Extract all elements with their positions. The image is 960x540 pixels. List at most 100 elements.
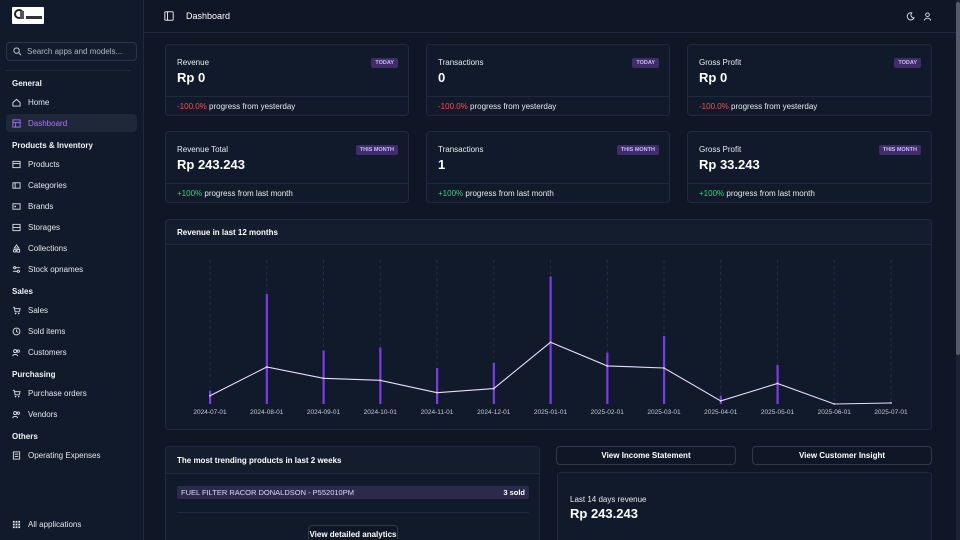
- sidebar-item-label: Brands: [28, 201, 54, 211]
- x-tick-label: 2025-04-01: [704, 409, 738, 416]
- users-icon: [12, 410, 20, 418]
- last14-value: Rp 243.243: [570, 506, 638, 521]
- card-divider: [166, 96, 408, 97]
- line-point: [379, 379, 382, 382]
- sidebar-item-label: All applications: [28, 519, 82, 529]
- history-icon: [12, 327, 21, 335]
- sidebar-item-categories[interactable]: Categories: [6, 176, 137, 194]
- page-scrollbar[interactable]: [956, 0, 960, 540]
- view-detailed-analytics-button[interactable]: View detailed analytics: [308, 525, 398, 540]
- group-products-inventory: Products & Inventory: [12, 141, 93, 150]
- page-title: Dashboard: [186, 11, 231, 21]
- card-divider: [688, 96, 931, 97]
- group-purchasing: Purchasing: [12, 370, 56, 379]
- change-suffix: progress from yesterday: [728, 102, 818, 111]
- line-point: [322, 377, 325, 380]
- top-bar: Dashboard: [144, 0, 956, 33]
- x-tick-label: 2024-12-01: [477, 409, 511, 416]
- sidebar-item-customers[interactable]: Customers: [6, 343, 137, 361]
- revenue-chart: 2024-07-01 2024-08-01 2024-09-01 2024-10-01…: [193, 260, 908, 416]
- chart-bar: [663, 336, 666, 404]
- sidebar-item-label: Collections: [28, 243, 68, 253]
- user-icon[interactable]: [923, 12, 932, 21]
- users-icon: [12, 348, 20, 356]
- sidebar-item-all-applications[interactable]: All applications: [6, 515, 137, 533]
- view-income-statement-button[interactable]: View Income Statement: [556, 446, 736, 465]
- stat-card-revenue-month: Revenue Total THIS MONTH Rp 243.243 +100…: [165, 131, 409, 203]
- x-tick-label: 2024-08-01: [250, 409, 284, 416]
- stat-value: Rp 243.243: [177, 157, 245, 172]
- period-badge: TODAY: [894, 58, 921, 68]
- trending-divider: [177, 512, 529, 513]
- change-value: -100.0%: [438, 102, 468, 111]
- sidebar-item-operating-expenses[interactable]: Operating Expenses: [6, 446, 137, 464]
- line-point: [833, 403, 836, 405]
- line-point: [492, 387, 495, 390]
- dashboard-icon: [12, 118, 21, 128]
- change-suffix: progress from yesterday: [467, 102, 557, 111]
- trending-product-row[interactable]: FUEL FILTER RACOR DONALDSON - P552010PM …: [177, 486, 529, 499]
- sidebar-divider: [6, 70, 131, 71]
- period-badge: TODAY: [632, 58, 659, 68]
- sidebar-item-sales[interactable]: Sales: [6, 301, 137, 319]
- scrollbar-thumb[interactable]: [956, 2, 960, 355]
- change-value: +100%: [438, 189, 464, 198]
- sidebar-item-stock-opnames[interactable]: Stock opnames: [6, 260, 137, 278]
- revenue-chart-card: Revenue in last 12 months 2024-07-01 2024…: [165, 219, 932, 430]
- line-point: [549, 341, 552, 344]
- sidebar-item-storages[interactable]: Storages: [6, 218, 137, 236]
- stat-value: Rp 0: [177, 70, 206, 85]
- stat-value: 0: [438, 70, 446, 85]
- sidebar-item-label: Customers: [28, 347, 67, 357]
- change-suffix: progress from last month: [463, 189, 554, 198]
- stat-progress: -100.0% progress from yesterday: [177, 102, 295, 111]
- period-badge: THIS MONTH: [878, 145, 921, 155]
- group-others: Others: [12, 432, 38, 441]
- chart-title: Revenue in last 12 months: [177, 228, 278, 237]
- stat-card-transactions-month: Transactions THIS MONTH 1 +100% progress…: [426, 131, 670, 203]
- stat-label: Revenue: [177, 58, 210, 67]
- sidebar-item-label: Operating Expenses: [28, 450, 101, 460]
- search-icon: [13, 47, 22, 56]
- stat-progress: -100.0% progress from yesterday: [699, 102, 817, 111]
- x-tick-label: 2024-07-01: [193, 409, 227, 416]
- stat-progress: +100% progress from last month: [177, 189, 293, 198]
- stat-progress: +100% progress from last month: [438, 189, 554, 198]
- group-sales: Sales: [12, 287, 33, 296]
- chart-bar: [492, 362, 495, 404]
- sidebar: Search apps and models... General Home D…: [0, 0, 144, 540]
- sidebar-item-label: Products: [28, 159, 60, 169]
- sidebar-item-vendors[interactable]: Vendors: [6, 405, 137, 423]
- sidebar-item-label: Home: [28, 97, 50, 107]
- sidebar-toggle-icon[interactable]: [164, 11, 174, 21]
- last-14-days-revenue-card: Last 14 days revenue Rp 243.243: [557, 472, 932, 540]
- theme-toggle-icon[interactable]: [906, 12, 915, 21]
- view-customer-insight-button[interactable]: View Customer Insight: [752, 446, 932, 465]
- sidebar-item-purchase-orders[interactable]: Purchase orders: [6, 384, 137, 402]
- sidebar-item-collections[interactable]: Collections: [6, 239, 137, 257]
- x-tick-label: 2024-10-01: [364, 409, 398, 416]
- sold-count: 3 sold: [503, 488, 525, 497]
- sidebar-item-sold-items[interactable]: Sold items: [6, 322, 137, 340]
- sidebar-item-brands[interactable]: Brands: [6, 197, 137, 215]
- app-logo[interactable]: [12, 7, 44, 24]
- search-input[interactable]: Search apps and models...: [6, 42, 137, 61]
- period-badge: THIS MONTH: [616, 145, 659, 155]
- sidebar-item-home[interactable]: Home: [6, 93, 137, 111]
- grid-icon: [12, 520, 21, 528]
- sliders-icon: [12, 265, 21, 273]
- x-tick-label: 2025-02-01: [591, 409, 625, 416]
- change-suffix: progress from yesterday: [206, 102, 296, 111]
- change-value: +100%: [177, 189, 203, 198]
- sidebar-item-products[interactable]: Products: [6, 155, 137, 173]
- cart-icon: [12, 306, 21, 314]
- change-value: -100.0%: [177, 102, 207, 111]
- group-general: General: [12, 79, 42, 88]
- line-point: [209, 394, 211, 397]
- sidebar-item-label: Storages: [28, 222, 61, 232]
- chart-bar: [776, 364, 779, 404]
- stat-value: Rp 0: [699, 70, 728, 85]
- sidebar-item-dashboard[interactable]: Dashboard: [6, 114, 137, 132]
- stat-label: Transactions: [438, 145, 484, 154]
- x-tick-label: 2025-07-01: [874, 409, 908, 416]
